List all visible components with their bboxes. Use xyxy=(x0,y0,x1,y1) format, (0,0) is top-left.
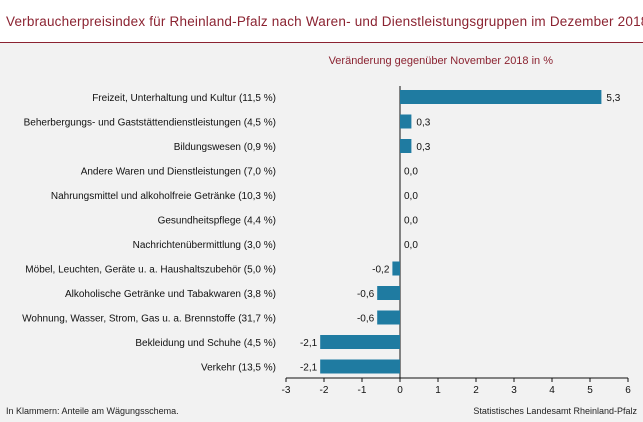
title-rule xyxy=(0,42,643,43)
value-label: -0,6 xyxy=(357,289,375,300)
x-tick-label: 0 xyxy=(397,385,403,396)
category-label: Alkoholische Getränke und Tabakwaren (3,… xyxy=(65,289,276,300)
value-label: -2,1 xyxy=(300,363,318,374)
value-label: 0,0 xyxy=(404,240,418,251)
category-label: Bekleidung und Schuhe (4,5 %) xyxy=(135,338,276,349)
x-tick-label: 2 xyxy=(473,385,479,396)
bar xyxy=(400,114,412,129)
x-tick-label: 5 xyxy=(587,385,593,396)
value-label: 0,0 xyxy=(404,167,418,178)
x-tick-label: -1 xyxy=(358,385,367,396)
chart-panel xyxy=(0,43,643,422)
category-label: Beherbergungs- und Gaststättendienstleis… xyxy=(24,118,276,129)
value-label: 5,3 xyxy=(606,93,620,104)
category-label: Andere Waren und Dienstleistungen (7,0 %… xyxy=(81,167,276,178)
footnote: In Klammern: Anteile am Wägungsschema. xyxy=(6,406,179,416)
value-label: 0,0 xyxy=(404,191,418,202)
bar xyxy=(392,261,400,276)
category-label: Nachrichtenübermittlung (3,0 %) xyxy=(133,240,276,251)
category-label: Verkehr (13,5 %) xyxy=(201,363,276,374)
x-tick-label: 4 xyxy=(549,385,555,396)
x-tick-label: 1 xyxy=(435,385,441,396)
category-label: Möbel, Leuchten, Geräte u. a. Haushaltsz… xyxy=(25,265,276,276)
value-label: -0,2 xyxy=(372,265,390,276)
value-label: 0,0 xyxy=(404,216,418,227)
category-label: Freizeit, Unterhaltung und Kultur (11,5 … xyxy=(92,93,276,104)
bar xyxy=(320,359,400,374)
value-label: 0,3 xyxy=(416,142,430,153)
bar xyxy=(320,335,400,349)
x-tick-label: 6 xyxy=(625,385,631,396)
chart-title: Verbraucherpreisindex für Rheinland-Pfal… xyxy=(6,14,643,29)
source-note: Statistisches Landesamt Rheinland-Pfalz xyxy=(473,406,637,416)
value-label: -0,6 xyxy=(357,314,375,325)
bar xyxy=(400,90,602,104)
bar xyxy=(400,139,412,153)
x-tick-label: 3 xyxy=(511,385,517,396)
value-label: 0,3 xyxy=(416,118,430,129)
category-label: Wohnung, Wasser, Strom, Gas u. a. Brenns… xyxy=(22,314,276,325)
category-label: Nahrungsmittel und alkoholfreie Getränke… xyxy=(51,191,276,202)
bar xyxy=(377,310,400,325)
x-tick-label: -3 xyxy=(282,385,291,396)
chart-subtitle: Veränderung gegenüber November 2018 in % xyxy=(328,55,553,67)
value-label: -2,1 xyxy=(300,338,318,349)
bar xyxy=(377,286,400,300)
category-label: Gesundheitspflege (4,4 %) xyxy=(158,216,276,227)
category-label: Bildungswesen (0,9 %) xyxy=(174,142,276,153)
x-tick-label: -2 xyxy=(320,385,329,396)
